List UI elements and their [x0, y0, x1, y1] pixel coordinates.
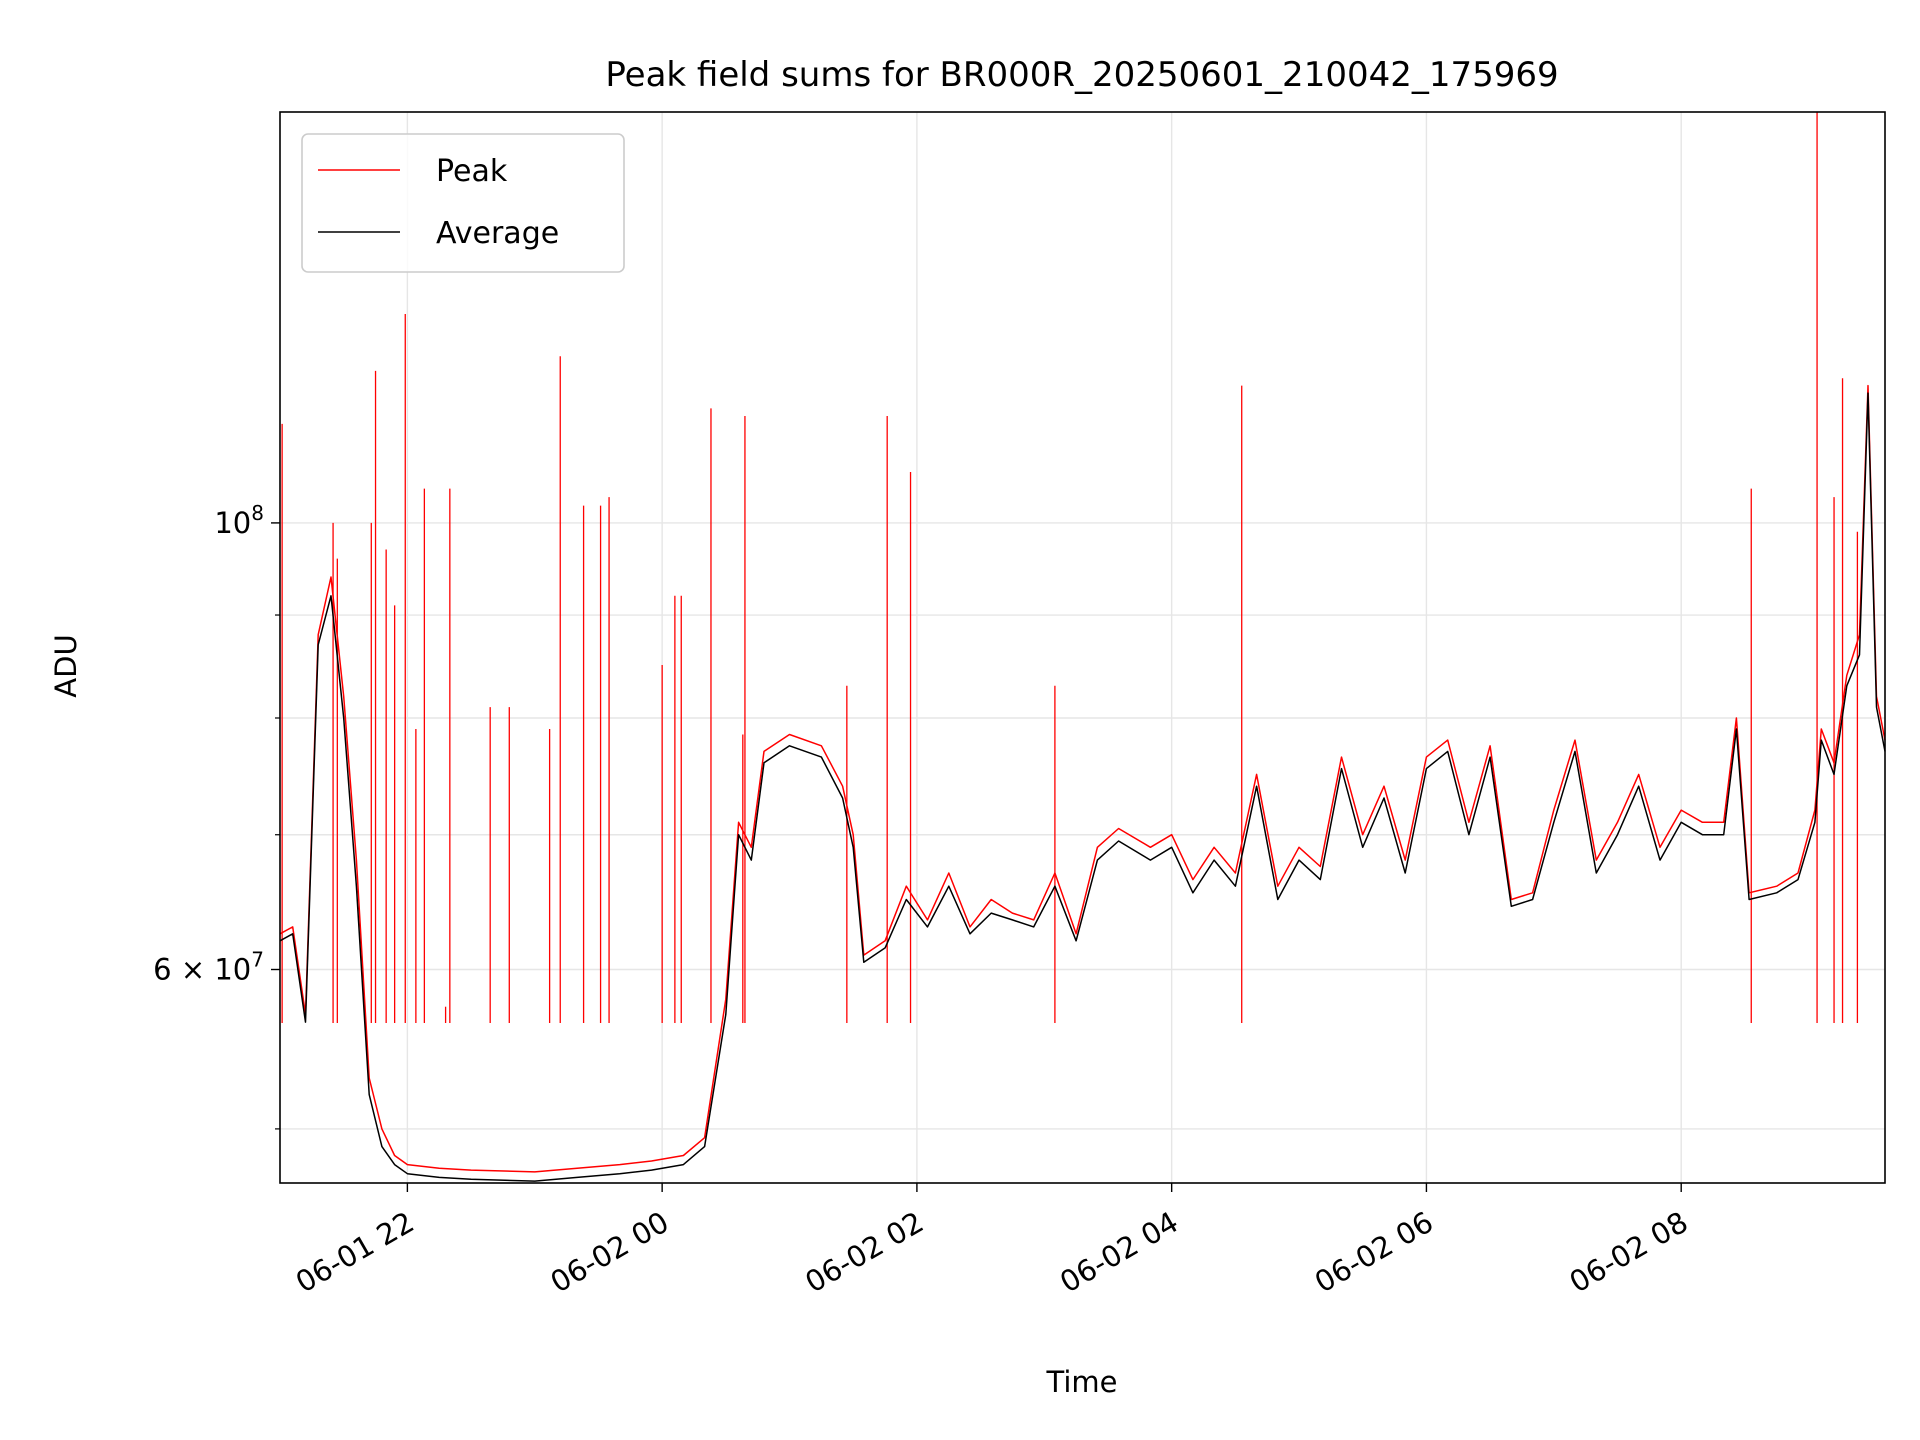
- chart-title: Peak field sums for BR000R_20250601_2100…: [605, 55, 1558, 95]
- y-tick-label-exponent: 7: [251, 948, 264, 972]
- legend-frame: [301, 133, 625, 273]
- x-axis-label: Time: [1046, 1365, 1118, 1399]
- y-tick-label-base: 6 × 10: [153, 953, 251, 987]
- legend-label-peak: Peak: [436, 154, 508, 189]
- series-lines: [279, 112, 1886, 1182]
- series-line-average: [279, 392, 1886, 1182]
- legend-label-average: Average: [436, 216, 559, 251]
- y-tick-label: 108: [214, 501, 264, 540]
- y-axis-label: ADU: [49, 634, 83, 697]
- y-tick-label-exponent: 8: [251, 501, 264, 525]
- legend: Peak Average: [301, 133, 625, 273]
- y-tick-label-base: 10: [214, 506, 251, 540]
- plot-frame: [279, 111, 1886, 1184]
- series-line-peak: [279, 384, 1886, 1173]
- y-tick-label: 6 × 107: [153, 948, 264, 987]
- gridlines: [280, 112, 1885, 1183]
